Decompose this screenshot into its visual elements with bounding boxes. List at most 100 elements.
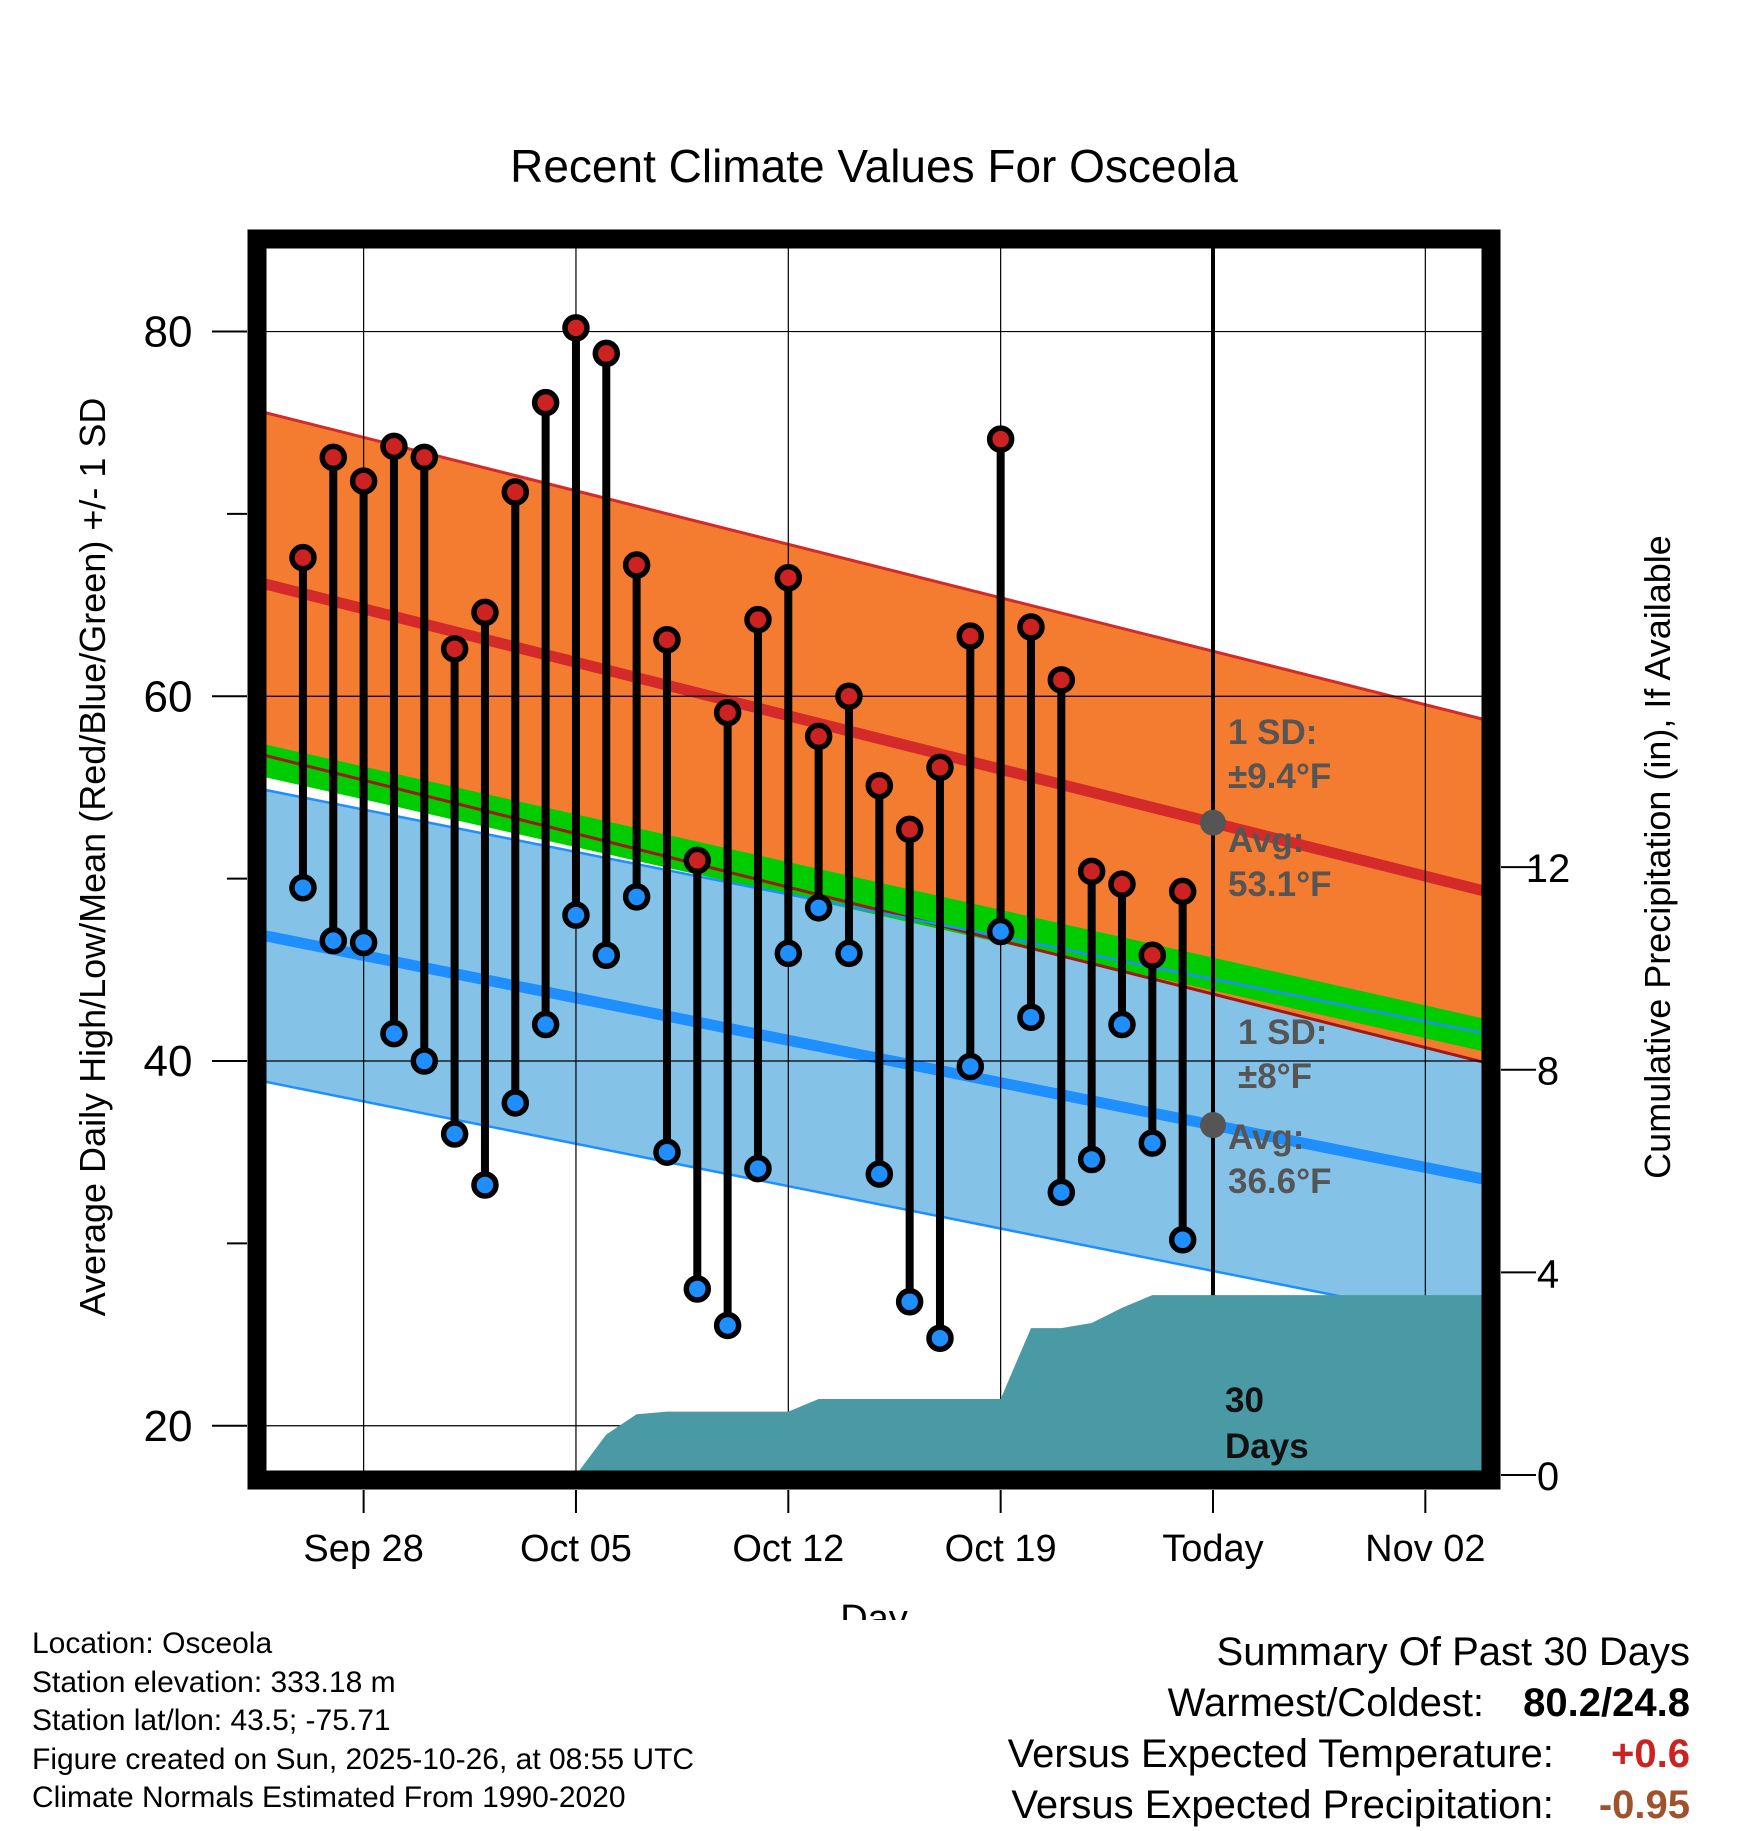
- elevation-text: Station elevation: 333.18 m: [32, 1665, 396, 1699]
- daily-high-point: [440, 635, 469, 663]
- days-count: 30: [1225, 1381, 1264, 1420]
- daily-high-point: [319, 443, 348, 472]
- y-tick-label-right: 4: [1537, 1252, 1559, 1296]
- high-band-upper-edge: [261, 410, 1487, 722]
- daily-high-point: [471, 598, 499, 627]
- daily-high-point: [774, 563, 803, 592]
- daily-low-point: [1047, 1178, 1076, 1207]
- daily-high-point: [1138, 941, 1167, 969]
- x-tick-label: Sep 28: [303, 1528, 423, 1570]
- daily-low-point: [319, 926, 348, 955]
- daily-low-point: [865, 1160, 894, 1188]
- normal-high-line: [260, 577, 1488, 897]
- x-tick-label: Nov 02: [1365, 1528, 1485, 1570]
- precip-label: Versus Expected Precipitation:: [1011, 1783, 1554, 1827]
- precip-value: -0.95: [1598, 1783, 1690, 1827]
- plot-area: 1 SD: ±9.4°F Avg: 53.1°F 1 SD: ±8°F Avg: 36.6°F…: [260, 244, 1488, 1475]
- low-sd-value: ±8°F: [1238, 1057, 1312, 1096]
- daily-low-point: [926, 1324, 954, 1352]
- x-tick-label: Oct 05: [520, 1528, 632, 1570]
- location-text: Location: Osceola: [32, 1627, 273, 1660]
- daily-high-point: [349, 467, 378, 495]
- low-avg-marker: [1199, 1112, 1226, 1139]
- y-axis-label-right: Cumulative Precipitation (in), If Availa…: [1637, 535, 1678, 1179]
- daily-high-point: [653, 625, 681, 654]
- daily-low-point: [501, 1089, 530, 1117]
- precip-area: [575, 1295, 1486, 1475]
- daily-low-point: [380, 1019, 408, 1048]
- daily-low-point: [986, 917, 1015, 946]
- daily-low-point: [744, 1154, 772, 1183]
- daily-low-point: [956, 1052, 985, 1081]
- daily-low-point: [440, 1120, 469, 1148]
- daily-high-point: [1108, 870, 1136, 898]
- normal-low-line: [260, 929, 1488, 1185]
- latlon-text: Station lat/lon: 43.5; -75.71: [32, 1704, 391, 1737]
- daily-low-point: [835, 939, 863, 968]
- daily-low-point: [895, 1287, 924, 1316]
- daily-high-point: [592, 339, 621, 368]
- daily-high-point: [289, 543, 317, 572]
- daily-low-point: [471, 1171, 499, 1199]
- high-avg-value: 53.1°F: [1228, 865, 1332, 904]
- high-sd-label: 1 SD:: [1228, 713, 1317, 752]
- normal-annotations: 1 SD: ±9.4°F Avg: 53.1°F 1 SD: ±8°F Avg: 36.6°F…: [1199, 713, 1332, 1466]
- days-label: Days: [1225, 1427, 1309, 1466]
- summary-precip-row: Versus Expected Precipitation: -0.95: [790, 1780, 1690, 1831]
- daily-high-point: [926, 753, 954, 782]
- temp-label: Versus Expected Temperature:: [1007, 1732, 1554, 1776]
- daily-high-point: [804, 722, 833, 751]
- daily-low-point: [653, 1138, 681, 1166]
- daily-low-point: [1077, 1145, 1106, 1174]
- precipitation-area: [575, 1295, 1486, 1475]
- plot-frame: [247, 229, 1501, 1490]
- daily-high-point: [410, 443, 439, 472]
- station-info: Location: Osceola Station elevation: 333…: [32, 1625, 852, 1818]
- daily-low-point: [804, 894, 833, 922]
- normals-text: Climate Normals Estimated From 1990-2020: [32, 1781, 626, 1814]
- low-avg-label: Avg:: [1228, 1118, 1304, 1157]
- daily-high-point: [380, 432, 408, 461]
- y-tick-label-left: 20: [144, 1402, 193, 1451]
- x-tick-label: Oct 12: [732, 1528, 844, 1570]
- daily-high-point: [835, 682, 863, 711]
- daily-low-point: [349, 928, 378, 957]
- daily-low-point: [683, 1275, 712, 1303]
- high-avg-marker: [1199, 809, 1226, 836]
- low-sd-label: 1 SD:: [1238, 1013, 1327, 1052]
- y-tick-label-right: 0: [1537, 1455, 1559, 1499]
- x-axis-label: Day: [840, 1598, 908, 1620]
- daily-low-point: [410, 1047, 439, 1075]
- axes: 20 40 60 80 0 4 8 12 Sep 28 Oct 05 Oct 12 Oct 19 Tod…: [144, 229, 1571, 1570]
- created-text: Figure created on Sun, 2025-10-26, at 08…: [32, 1742, 695, 1776]
- daily-high-point: [531, 388, 560, 417]
- y-tick-label-left: 40: [144, 1037, 193, 1086]
- high-band-lower-edge: [261, 753, 1487, 1065]
- low-avg-value: 36.6°F: [1228, 1162, 1332, 1201]
- daily-high-point: [1047, 666, 1076, 694]
- x-tick-label: Oct 19: [945, 1528, 1057, 1570]
- low-band-upper-edge: [261, 788, 1487, 1035]
- warmest-label: Warmest/Coldest:: [1167, 1681, 1485, 1725]
- daily-low-point: [562, 901, 590, 929]
- y-axis-label-left: Average Daily High/Low/Mean (Red/Blue/Gr…: [72, 398, 113, 1317]
- y-tick-label-left: 60: [144, 672, 193, 721]
- daily-high-point: [1017, 613, 1045, 641]
- warmest-value: 80.2/24.8: [1523, 1681, 1690, 1725]
- daily-high-point: [1077, 857, 1106, 886]
- daily-high-point: [501, 478, 530, 506]
- daily-high-point: [895, 815, 924, 844]
- x-tick-label: Today: [1162, 1528, 1263, 1570]
- daily-range-sticks: [289, 314, 1197, 1352]
- y-tick-label-right: 12: [1526, 847, 1571, 891]
- daily-low-point: [1108, 1010, 1136, 1039]
- daily-low-point: [289, 874, 317, 902]
- chart-title: Recent Climate Values For Osceola: [510, 140, 1238, 192]
- y-tick-label-left: 80: [144, 308, 193, 357]
- daily-low-point: [1168, 1225, 1197, 1254]
- daily-low-point: [592, 941, 621, 969]
- daily-high-point: [1168, 877, 1197, 906]
- daily-low-point: [1138, 1129, 1167, 1157]
- daily-high-point: [744, 605, 772, 634]
- daily-high-point: [986, 425, 1015, 453]
